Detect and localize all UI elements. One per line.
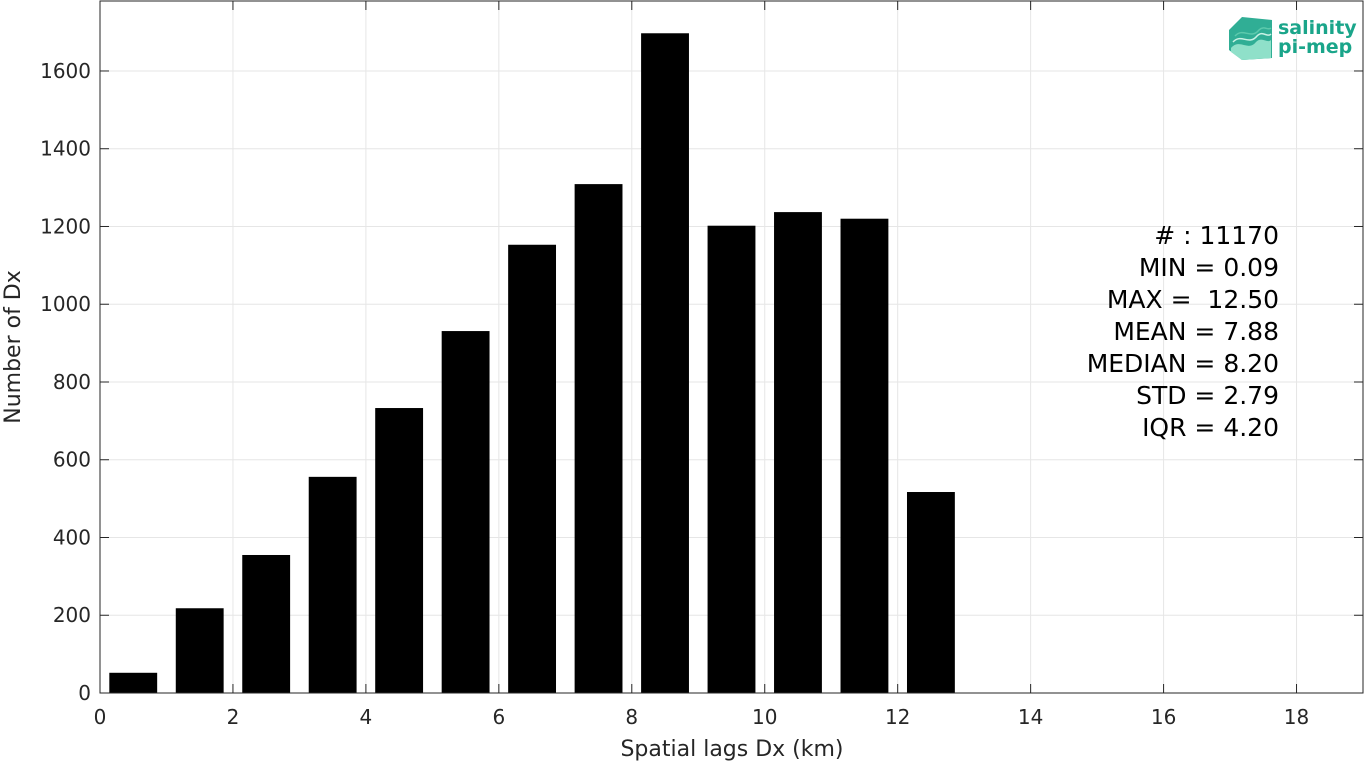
x-tick-label: 12 xyxy=(885,705,910,729)
bar-2 xyxy=(242,554,291,693)
logo: salinity pi-mep xyxy=(1229,17,1357,60)
y-tick-label: 1600 xyxy=(40,59,91,83)
bar-5 xyxy=(441,331,490,693)
x-axis-label: Spatial lags Dx (km) xyxy=(620,737,843,762)
axis-ticks: 0 2 4 6 8 10 12 14 16 18 0 200 400 600 800 1000 1200 1400… xyxy=(40,1,1363,729)
bar-11 xyxy=(840,218,889,693)
y-tick-label: 200 xyxy=(53,603,91,627)
x-tick-label: 2 xyxy=(227,705,240,729)
y-tick-label: 1400 xyxy=(40,137,91,161)
x-tick-label: 4 xyxy=(360,705,373,729)
bar-8 xyxy=(641,33,689,694)
x-tick-label: 0 xyxy=(94,705,107,729)
stats-annotation: # : 11170 MIN = 0.09 MAX = 12.50 MEAN = 7.8… xyxy=(1087,221,1279,442)
y-tick-label: 0 xyxy=(78,681,91,705)
bar-6 xyxy=(508,244,557,693)
x-tick-label: 8 xyxy=(625,705,638,729)
plot-frame xyxy=(99,0,1364,694)
stats-line: # : 11170 xyxy=(1154,221,1279,250)
bar-12 xyxy=(906,492,955,693)
bar-10 xyxy=(774,212,822,693)
logo-line1: salinity xyxy=(1278,17,1357,39)
y-tick-label: 400 xyxy=(53,525,91,549)
y-tick-label: 600 xyxy=(53,448,91,472)
bar-3 xyxy=(308,476,357,693)
stats-line: MEAN = 7.88 xyxy=(1113,317,1279,346)
stats-line: MAX = 12.50 xyxy=(1107,285,1279,314)
stats-line: MIN = 0.09 xyxy=(1139,253,1279,282)
stats-line: MEDIAN = 8.20 xyxy=(1087,349,1279,378)
x-tick-label: 18 xyxy=(1284,705,1309,729)
bars xyxy=(109,33,955,694)
x-tick-label: 6 xyxy=(492,705,505,729)
bar-7 xyxy=(574,184,623,694)
wave-icon xyxy=(1229,17,1272,60)
y-tick-label: 1200 xyxy=(40,214,91,238)
x-tick-label: 10 xyxy=(752,705,777,729)
bar-0 xyxy=(109,672,158,693)
y-tick-label: 800 xyxy=(53,370,91,394)
x-tick-label: 16 xyxy=(1151,705,1176,729)
bar-4 xyxy=(375,408,424,693)
bar-1 xyxy=(175,608,224,693)
logo-line2: pi-mep xyxy=(1278,36,1352,58)
x-tick-label: 14 xyxy=(1018,705,1043,729)
stats-line: STD = 2.79 xyxy=(1136,381,1279,410)
bar-9 xyxy=(707,225,756,693)
stats-line: IQR = 4.20 xyxy=(1142,413,1279,442)
y-axis-label: Number of Dx xyxy=(1,270,26,424)
y-tick-label: 1000 xyxy=(40,292,91,316)
